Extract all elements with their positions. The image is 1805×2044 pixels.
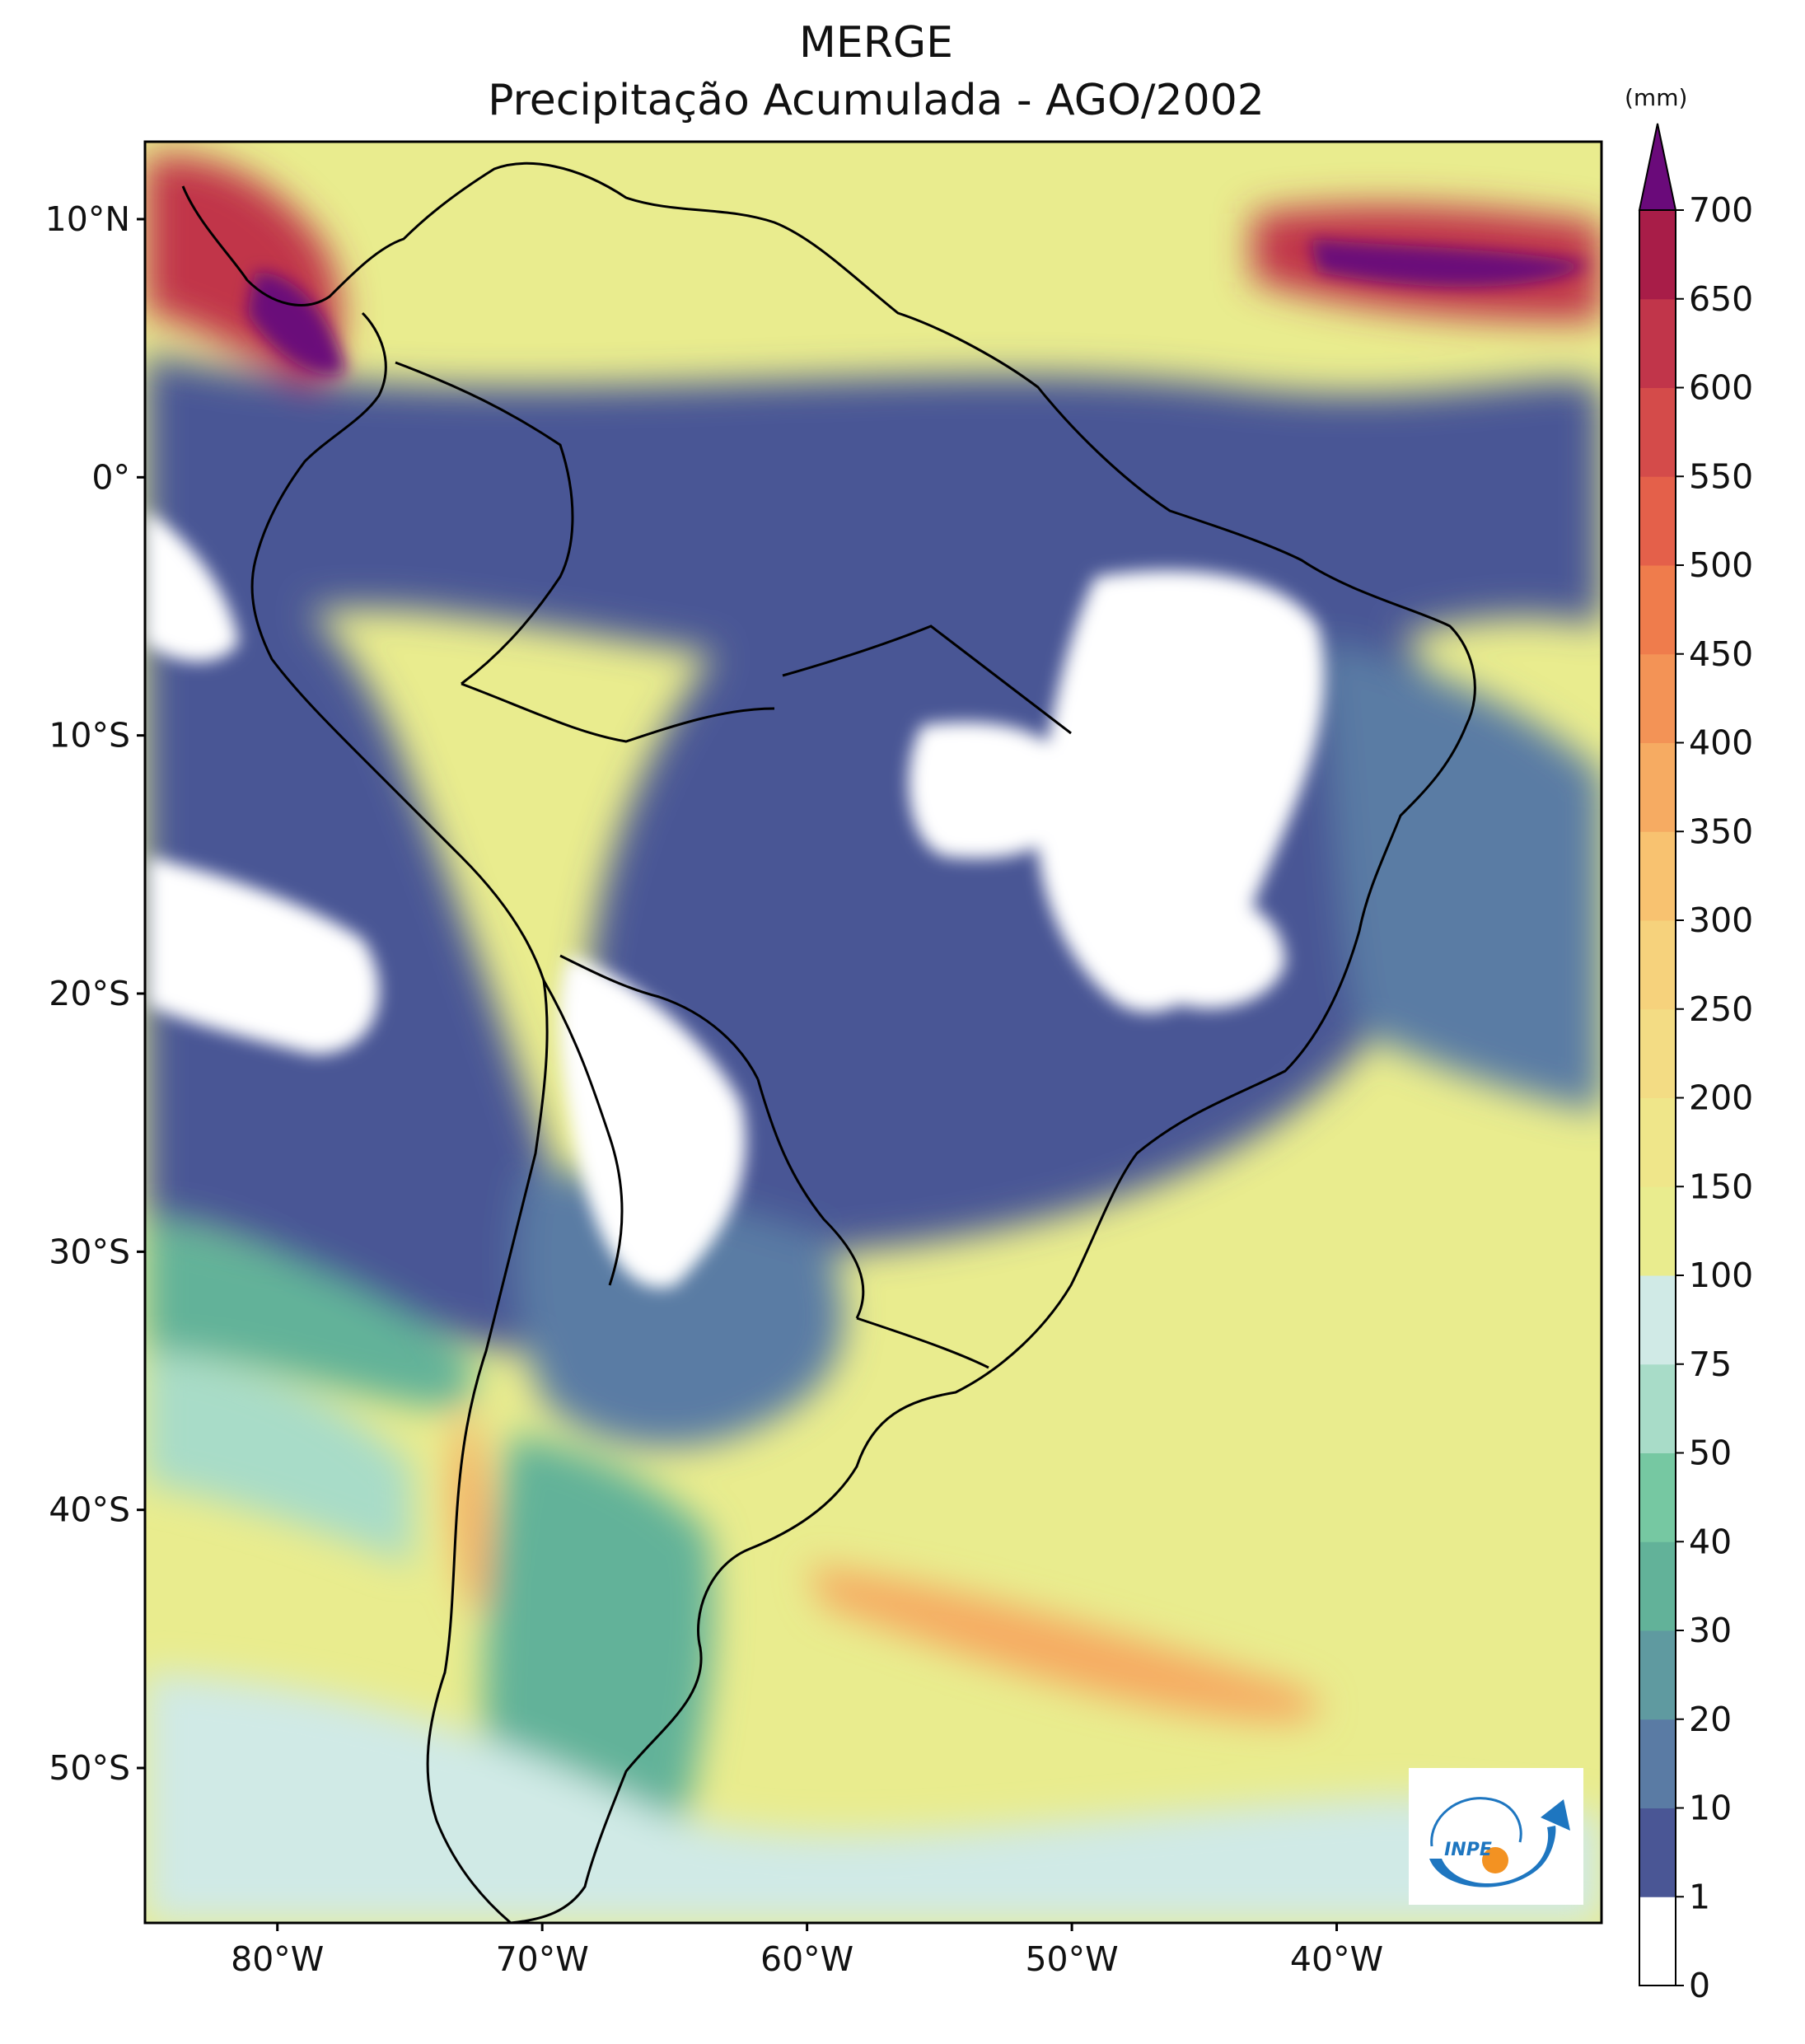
border-west (395, 361, 574, 685)
colorbar-segment (1639, 920, 1676, 1010)
field-dry-minas (1153, 888, 1285, 1008)
precipitation-field (145, 142, 1602, 1923)
map-axes: 10°N 0° 10°S 20°S 30°S 40°S 50°S 80°W 70°W 60°W 50… (45, 199, 1383, 1979)
field-dry-northeast-brazil (1036, 570, 1325, 1013)
field-low-south-central (516, 1170, 844, 1448)
field-pale-pacific (145, 1351, 412, 1565)
colorbar-tick-label: 550 (1689, 456, 1753, 496)
lat-tick-label: 10°S (49, 716, 130, 755)
logo-arrow-icon (1541, 1799, 1570, 1831)
colorbar-tick-label: 350 (1689, 812, 1753, 851)
colorbar-segment (1639, 1630, 1676, 1720)
border-paraguay (756, 1078, 865, 1319)
field-extreme-itcz (1310, 239, 1590, 288)
border-peru-brazil (461, 682, 775, 743)
colorbar-tick-label: 200 (1689, 1078, 1753, 1118)
colorbar-tick-label: 150 (1689, 1167, 1753, 1206)
colorbar-segment (1639, 387, 1676, 477)
colorbar-tick-label: 0 (1689, 1966, 1710, 2005)
lat-tick-label: 30°S (49, 1232, 130, 1271)
colorbar-tick-label: 500 (1689, 545, 1753, 585)
field-dry-pacific (148, 857, 379, 1055)
lat-tick-label: 40°S (49, 1490, 130, 1530)
colorbar-segment (1639, 1719, 1676, 1808)
field-dry-central-brazil (909, 722, 1073, 858)
colorbar-tick-label: 1 (1689, 1877, 1710, 1916)
colorbar-segment (1639, 1097, 1676, 1187)
colorbar-segment (1639, 1275, 1676, 1365)
field-orange-south-atlantic (807, 1565, 1321, 1722)
border-north (782, 624, 1072, 735)
colorbar-segment (1639, 1008, 1676, 1098)
border-uruguay (856, 1317, 989, 1369)
colorbar-segment (1639, 1452, 1676, 1542)
border-argentina (542, 980, 624, 1286)
colorbar-tick-label: 100 (1689, 1256, 1753, 1295)
field-pale-south (145, 1672, 1602, 1923)
field-dry-altiplano (559, 956, 746, 1289)
colorbar-tick-label: 400 (1689, 723, 1753, 763)
border-bolivia (559, 954, 760, 1080)
colorbar-tick-label: 700 (1689, 190, 1753, 230)
map-title: MERGE (798, 18, 953, 68)
logo-swoosh (1430, 1797, 1522, 1847)
logo-text: INPE (1444, 1840, 1492, 1860)
lon-tick-label: 70°W (496, 1939, 589, 1979)
lat-tick-label: 20°S (49, 974, 130, 1013)
colorbar-segment (1639, 1363, 1676, 1453)
colorbar-extend-arrow (1638, 123, 1677, 211)
field-teal-pacific-south (145, 1219, 475, 1407)
colorbar-tick-label: 30 (1689, 1611, 1732, 1650)
lat-tick-label: 0° (91, 457, 130, 497)
logo-sun-icon (1482, 1847, 1508, 1873)
inpe-logo: INPE (1409, 1768, 1583, 1905)
field-dry-ecuador-coast (145, 511, 239, 662)
map-subtitle: Precipitação Acumulada - AGO/2002 (488, 76, 1265, 125)
colorbar-segment (1639, 831, 1676, 921)
field-orange-chile (451, 1401, 489, 1612)
colorbar-tick-label: 600 (1689, 368, 1753, 408)
colorbar: 0 1 10 20 30 40 50 75 100 150 200 250 300 350 400 450 50… (1638, 123, 1753, 2005)
colorbar-segment (1639, 565, 1676, 655)
colorbar-tick-label: 20 (1689, 1700, 1732, 1739)
lon-tick-label: 60°W (760, 1939, 853, 1979)
colorbar-segment (1639, 210, 1676, 300)
colorbar-segment (1639, 1897, 1676, 1986)
colorbar-segment (1639, 653, 1676, 743)
map-frame (143, 140, 1603, 1925)
colorbar-tick-label: 650 (1689, 279, 1753, 319)
colorbar-tick-label: 300 (1689, 900, 1753, 940)
lat-tick-label: 10°N (45, 199, 130, 239)
lon-tick-label: 40°W (1290, 1939, 1383, 1979)
colorbar-segment (1639, 1186, 1676, 1276)
colorbar-segment (1639, 476, 1676, 566)
lon-tick-label: 50°W (1025, 1939, 1118, 1979)
colorbar-segment (1639, 298, 1676, 388)
colorbar-tick-label: 250 (1689, 989, 1753, 1029)
colorbar-tick-label: 75 (1689, 1345, 1732, 1384)
colorbar-segment (1639, 742, 1676, 832)
field-teal-atlantic (1318, 643, 1602, 1112)
lon-tick-label: 80°W (231, 1939, 324, 1979)
colorbar-segment (1639, 1808, 1676, 1897)
coastlines (181, 161, 1476, 1923)
colorbar-tick-label: 50 (1689, 1434, 1732, 1473)
colorbar-segment (1639, 1541, 1676, 1631)
colorbar-tick-label: 40 (1689, 1522, 1732, 1561)
field-low-pacific (145, 511, 578, 1349)
colorbar-tick-label: 450 (1689, 634, 1753, 674)
lat-tick-label: 50°S (49, 1748, 130, 1788)
colorbar-unit-label: (mm) (1625, 84, 1688, 111)
colorbar-tick-label: 10 (1689, 1789, 1732, 1828)
